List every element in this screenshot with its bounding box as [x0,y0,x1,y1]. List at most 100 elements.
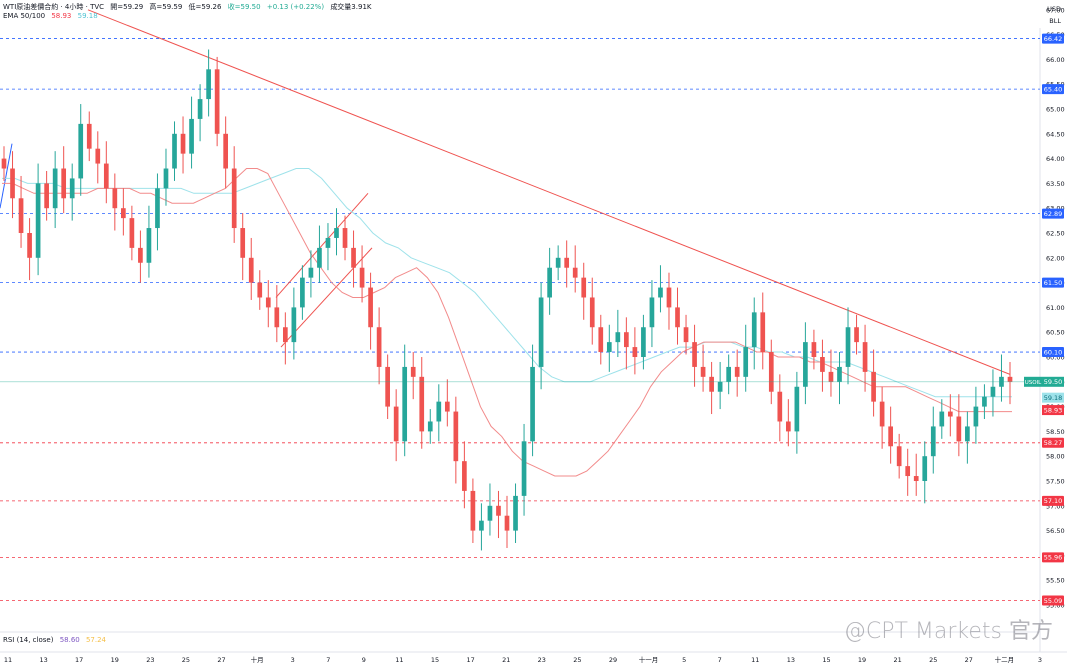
candle-body [436,401,442,422]
rsi-label: RSI (14, close) [3,636,54,644]
candle-body [427,421,433,432]
y-tick-label: 62.50 [1046,230,1065,238]
candle-body [854,327,859,343]
candle-body [751,312,757,348]
x-tick-label: 25 [929,656,937,664]
price-label-text: 62.89 [1044,210,1063,218]
y-tick-label: 64.00 [1046,155,1065,163]
candle-body [342,228,348,248]
candle-body [248,257,254,283]
ema50-axis-label: 58.93 [1044,406,1063,414]
candle-body [282,327,288,343]
candle-body [641,327,646,357]
candle-body [777,391,783,422]
y-tick-label: 57.50 [1046,478,1065,486]
candle-body [78,123,84,179]
x-tick-label: 7 [326,656,330,664]
candle-body [444,401,450,412]
candle-body [172,133,177,169]
candle-body [794,386,800,432]
volume-value: 成交量3.91K [330,3,372,11]
ema50-axis-badge [1042,405,1064,416]
x-tick-label: 27 [217,656,225,664]
candle-body [922,456,928,481]
price-label-text: 65.40 [1044,85,1063,93]
candle-body [521,441,527,496]
rsi-value-1: 58.60 [59,636,80,644]
open-value: 開=59.29 [110,3,144,11]
candle-body [1,158,7,169]
candle-body [1007,376,1013,382]
candle-body [905,466,911,477]
candle-body [462,461,467,491]
candle-body [973,406,979,427]
candle-body [496,505,501,516]
ema100-value: 59.18 [77,12,98,20]
close-value: 收=59.50 [227,3,261,11]
candle-body [453,411,459,462]
y-tick-label: 58.50 [1046,428,1065,436]
candle-body [95,148,101,164]
candle-body [990,386,996,397]
x-tick-label: 9 [362,656,366,664]
candle-body [376,327,382,367]
candle-body [35,183,41,258]
candle-body [888,426,893,447]
x-tick-label: 15 [431,656,439,664]
candle-body [265,297,271,308]
price-label-badge [1042,33,1064,44]
candle-body [632,347,638,357]
ema-legend[interactable]: EMA 50/100 58.93 59.18 [3,12,102,20]
candle-body [10,168,15,199]
x-tick-label: 23 [146,656,154,664]
y-tick-label: 64.50 [1046,130,1065,138]
candle-body [419,376,425,432]
rsi-legend[interactable]: RSI (14, close) 58.60 57.24 [3,636,110,644]
y-tick-label: 62.00 [1046,254,1065,262]
candle-body [325,237,331,248]
price-label-text: 60.10 [1044,348,1063,356]
candle-body [368,287,373,328]
x-tick-label: 3 [291,656,295,664]
price-label-badge [1042,277,1064,288]
x-tick-label: 11 [4,656,12,664]
currency-unit[interactable]: BLL [1049,17,1061,25]
currency-usd[interactable]: USD [1047,5,1061,13]
x-tick-label: 十二月 [995,655,1015,664]
x-tick-label: 7 [718,656,722,664]
candle-body [155,188,160,229]
candle-body [734,366,740,377]
candle-body [112,188,118,209]
candle-body [871,371,876,402]
x-tick-label: 21 [502,656,510,664]
price-label-text: 61.50 [1044,279,1063,287]
price-label-text: 66.42 [1044,35,1063,43]
candle-body [121,208,126,219]
x-tick-label: 25 [573,656,581,664]
candle-body [658,287,663,298]
candle-body [564,257,570,268]
candle-body [197,99,203,119]
candle-body [359,267,365,288]
candle-body [803,342,808,387]
x-tick-label: 25 [182,656,190,664]
candle-body [675,307,680,328]
candle-body [683,327,689,343]
y-tick-label: 65.00 [1046,106,1065,114]
x-tick-label: 27 [965,656,973,664]
price-label-badge [1042,347,1064,358]
candle-body [103,163,109,189]
y-tick-label: 63.50 [1046,180,1065,188]
candle-body [828,371,834,382]
price-label-badge [1042,437,1064,448]
x-tick-label: 十月 [251,655,264,664]
x-tick-label: 13 [787,656,795,664]
x-tick-label: 15 [822,656,830,664]
candle-body [692,342,697,367]
candle-body [896,446,902,467]
symbol-name[interactable]: WTI原油差價合約 · 4小時 · TVC [3,3,105,11]
candle-body [530,366,535,442]
candle-body [666,287,672,308]
y-tick-label: 55.50 [1046,577,1065,585]
